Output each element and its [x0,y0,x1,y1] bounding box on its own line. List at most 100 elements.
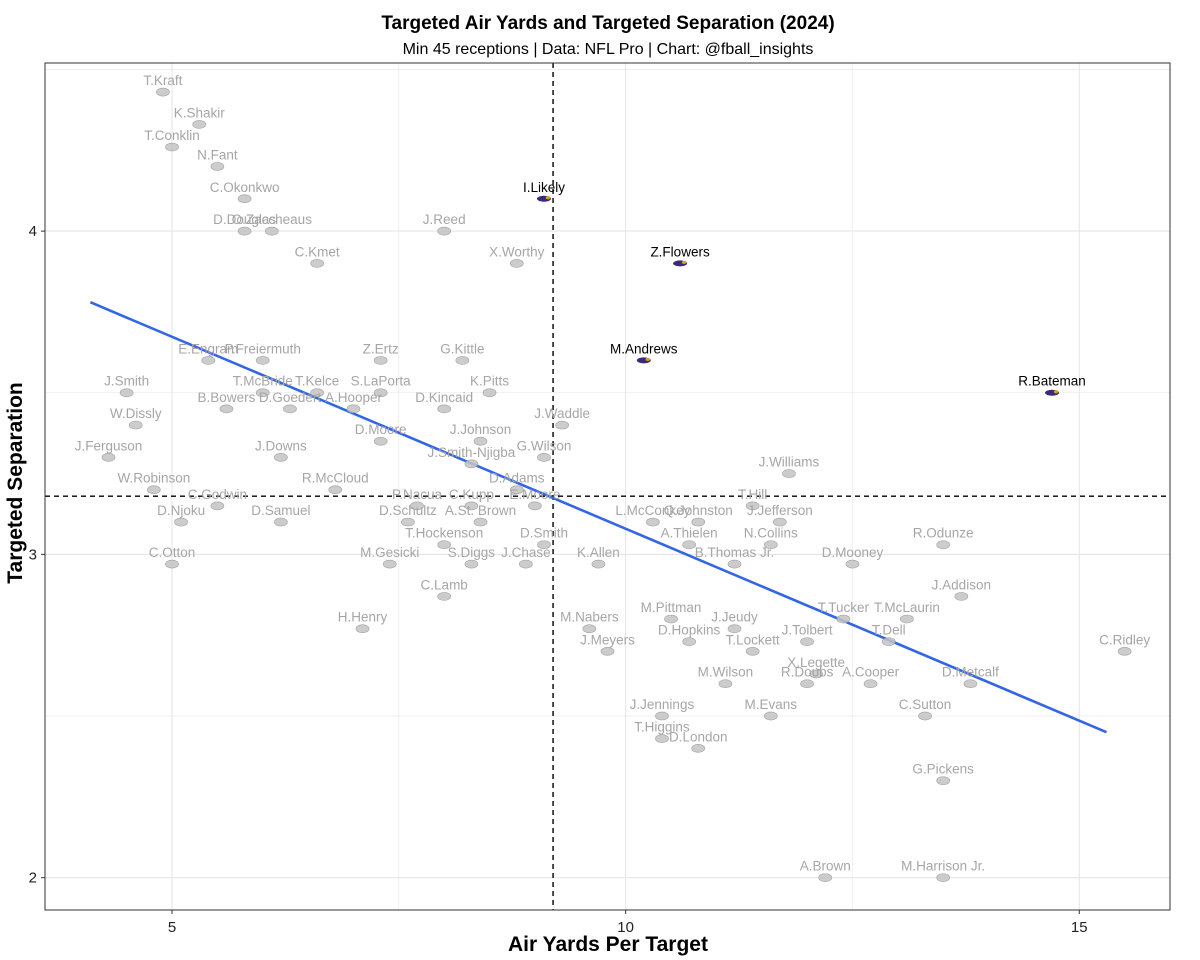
player-marker [373,388,388,398]
player-label: C.Otton [149,545,196,560]
player-marker [192,120,207,129]
player-label: J.Meyers [580,632,635,647]
player-label: Q.Johnston [664,503,733,518]
data-point: R.Bateman [1018,374,1086,396]
data-point: J.Meyers [580,632,635,656]
player-marker [255,356,270,365]
player-label: J.Chase [501,545,551,560]
player-marker-accent [1053,390,1059,394]
player-label: A.Thielen [661,526,718,541]
player-marker [264,226,279,236]
player-marker [464,559,479,569]
player-marker [682,637,697,647]
player-label: C.Ridley [1099,632,1150,647]
player-label: G.Kittle [440,341,484,356]
data-point: T.Hockenson [405,526,483,550]
player-marker [237,194,252,204]
data-point: T.Higgins [634,720,690,744]
player-label: A.Hooper [325,390,383,405]
data-point: J.Reed [423,212,466,236]
data-point: D.Metcalf [942,665,999,689]
y-tick-label: 2 [29,870,37,887]
data-point: J.Downs [255,438,307,462]
player-marker [355,624,370,634]
player-marker [836,614,851,624]
data-point: C.Kupp [449,487,494,511]
player-label: R.Bateman [1018,374,1086,389]
player-marker [818,873,833,883]
data-point: D.Schultz [379,503,437,527]
player-marker [800,679,814,689]
data-point: T.Tucker [818,600,870,624]
x-tick-label: 15 [1071,919,1088,936]
data-point: B.Thomas Jr. [695,545,774,569]
player-marker [101,453,116,462]
player-label: E.Moore [509,487,560,502]
player-label: J.Johnson [450,422,512,437]
player-label: R.Odunze [913,526,974,541]
player-marker [174,517,188,527]
data-point: J.Jefferson [747,503,813,527]
data-point: R.Odunze [913,526,974,550]
player-label: M.Andrews [610,341,678,356]
data-point: G.Kittle [440,341,484,365]
player-label: R.McCloud [302,471,369,486]
player-label: J.Tolbert [782,623,833,638]
data-points: T.Kraft K.Shakir T.Conklin N.Fant C.Okonkwo O… [75,73,1150,883]
data-point: T.Lockett [726,632,780,656]
player-label: D.Hopkins [658,623,721,638]
player-marker [863,679,878,689]
player-marker [591,559,606,569]
data-point: D.Njoku [157,503,205,527]
player-label: T.Lockett [726,632,780,647]
data-point: D.Goedert [259,390,321,414]
x-tick-label: 10 [617,919,634,936]
data-point: T.McLaurin [874,600,940,624]
player-marker [210,501,225,511]
data-point: J.Smith-Njigba [428,445,516,469]
data-point: M.Evans [745,697,797,721]
data-point: Z.Ertz [363,341,399,365]
player-label: N.Fant [197,147,238,162]
player-label: D.Mooney [822,545,884,560]
y-tick-label: 4 [29,223,37,240]
player-label: X.Worthy [489,244,545,259]
player-label: B.Bowers [198,390,256,405]
player-label: D.Smith [520,526,568,541]
player-label: O.Zaccheaus [232,212,313,227]
player-marker [745,647,760,656]
data-point: L.McConkey [615,503,691,527]
trend-line-group [89,301,1107,734]
player-marker [745,501,760,511]
data-point: J.Jeudy [711,610,758,634]
player-label: D.Douglas [213,212,276,227]
player-marker [410,501,424,511]
player-marker [936,873,951,883]
player-label: G.Wilson [517,438,572,453]
player-marker [900,614,914,624]
player-label: M.Nabers [560,610,619,625]
player-marker [283,404,297,414]
data-point: M.Wilson [698,665,753,689]
player-marker [473,436,488,446]
player-label: R.Doubs [781,665,834,680]
player-marker [509,485,524,495]
data-point: C.Godwin [188,487,247,511]
data-point: T.McBride [233,374,293,398]
data-point: D.Adams [489,471,545,495]
player-label: J.Jennings [630,697,695,712]
player-marker [782,469,796,478]
player-marker [773,517,787,527]
player-marker [437,540,452,550]
player-marker [455,356,470,365]
data-point: Q.Johnston [664,503,733,527]
player-label: J.Downs [255,438,307,453]
player-marker [437,226,452,236]
player-label: D.Adams [489,471,545,486]
data-point: T.Hill [738,487,767,511]
data-point: M.Andrews [610,341,678,364]
player-marker [664,614,678,624]
player-marker [537,453,551,462]
player-label: C.Okonkwo [210,180,280,195]
player-label: J.Waddle [534,406,590,421]
